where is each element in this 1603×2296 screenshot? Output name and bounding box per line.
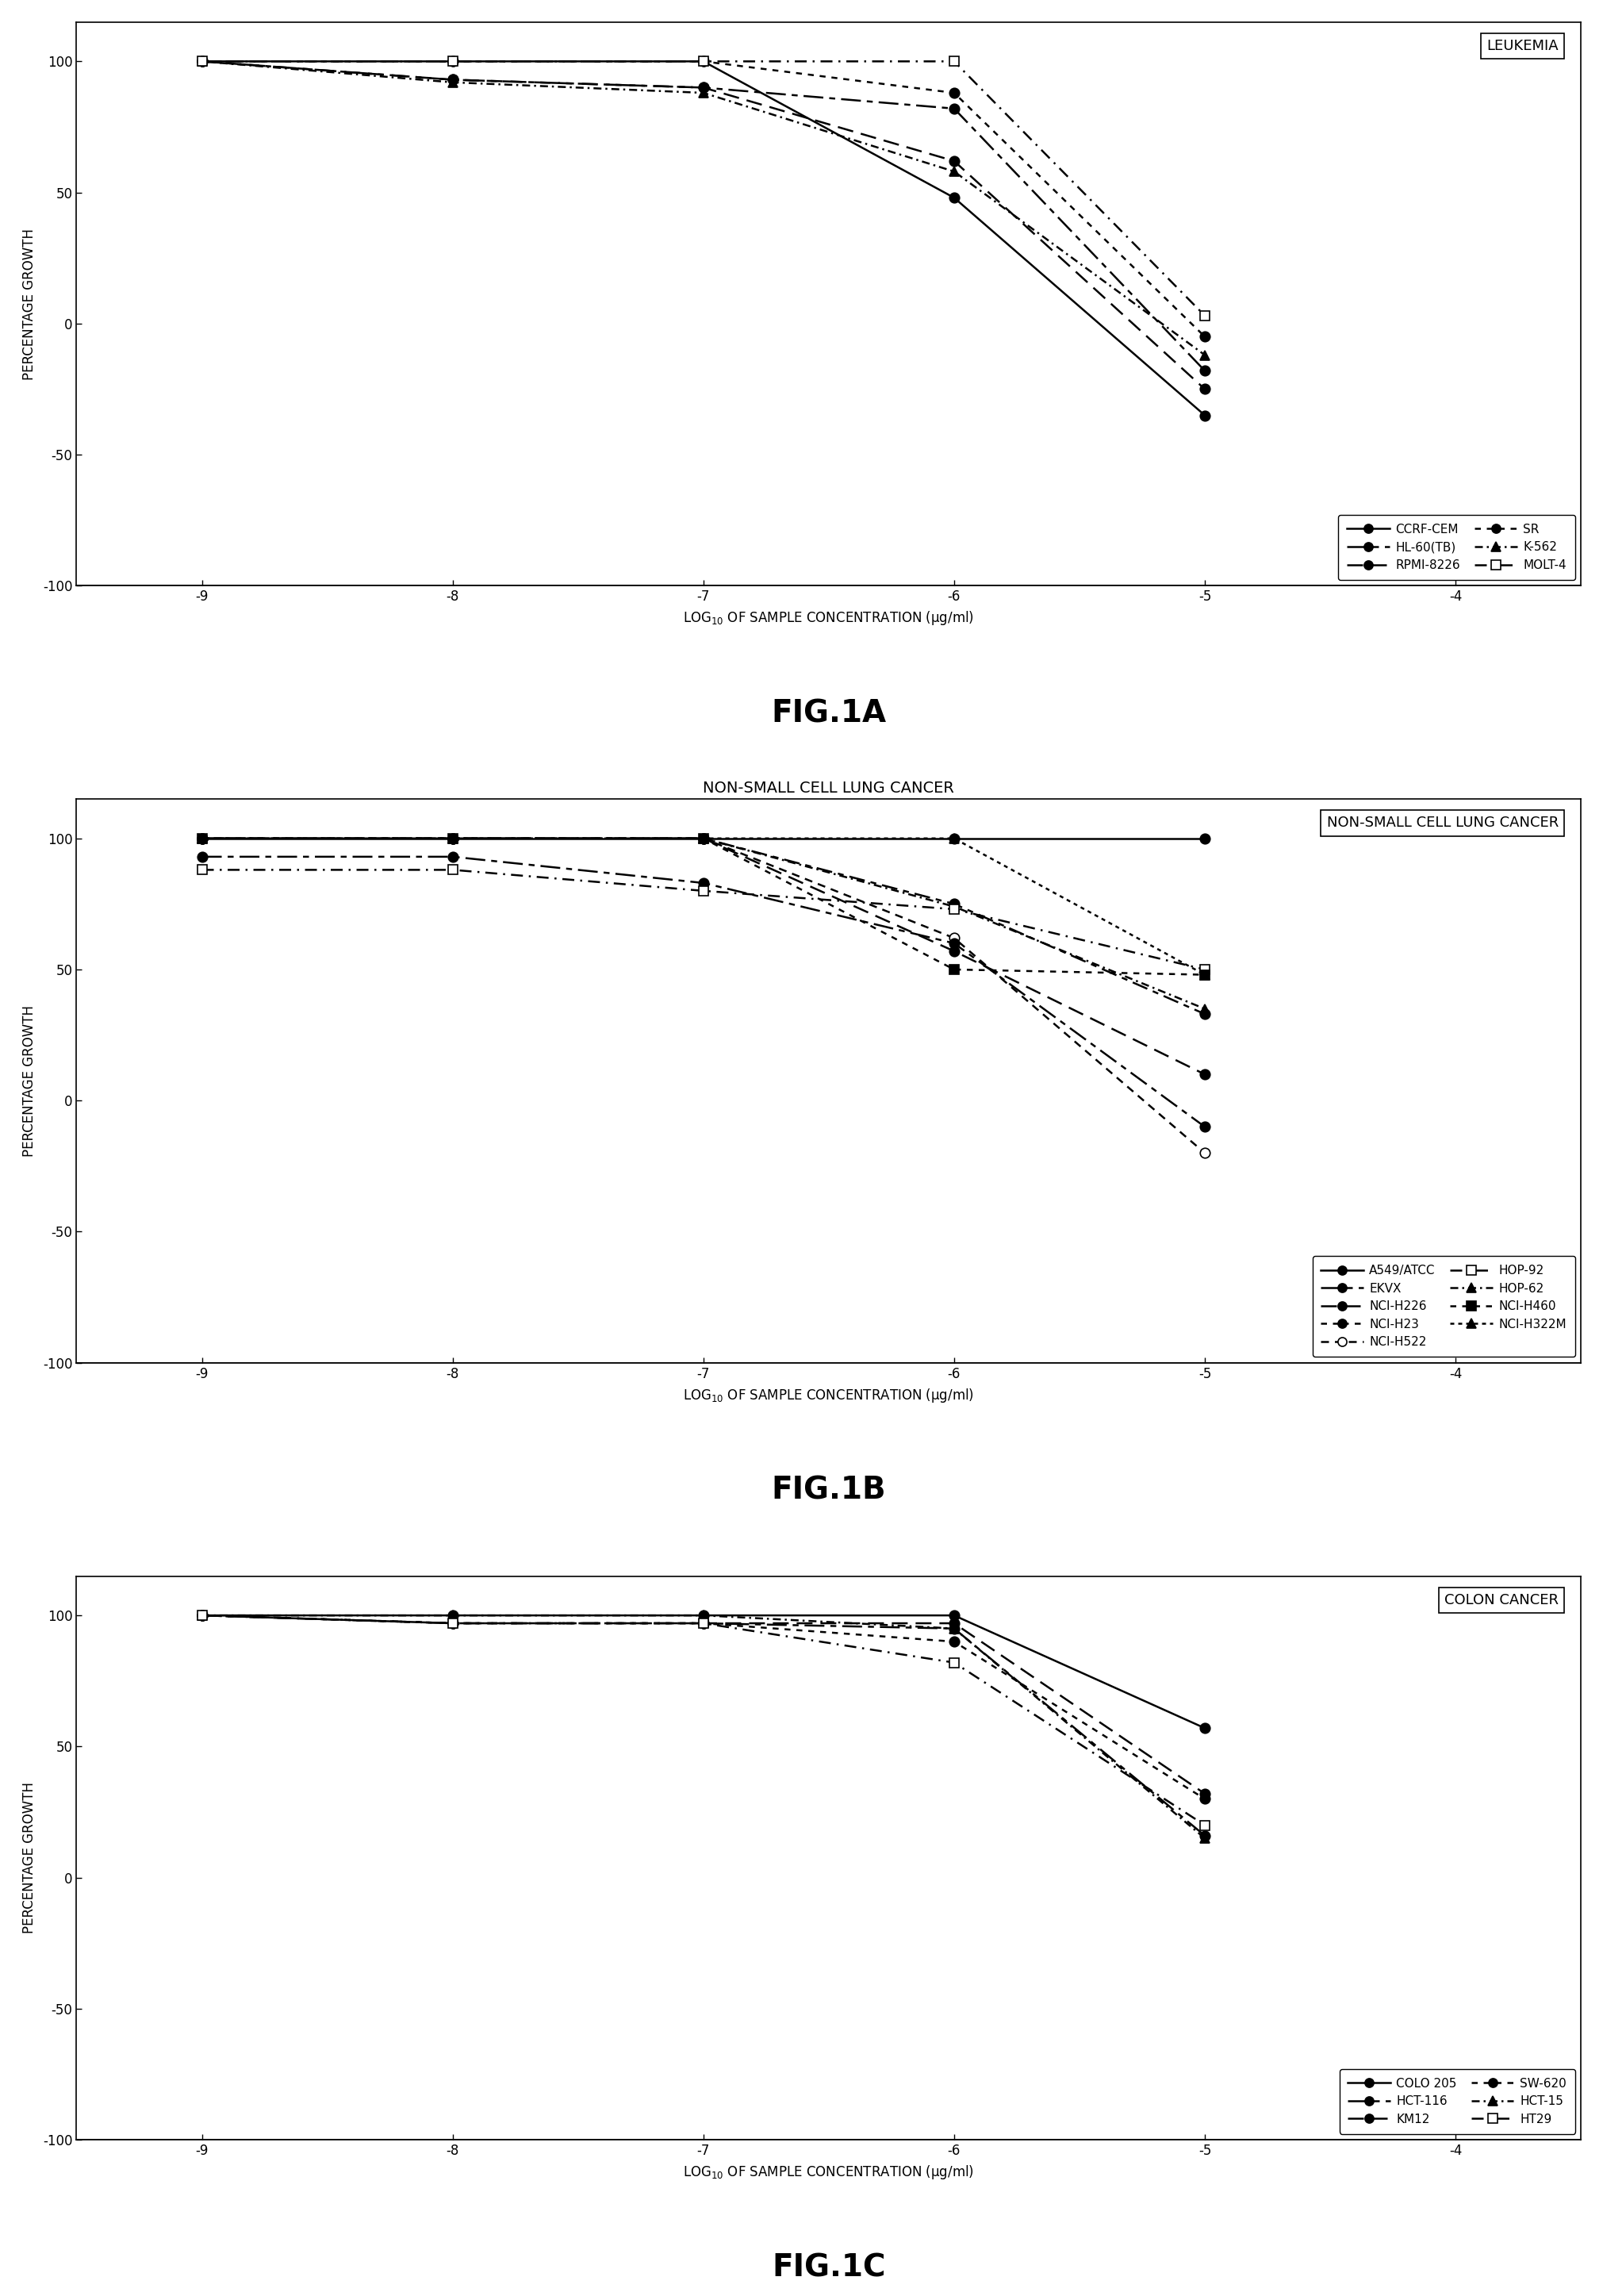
Text: LEUKEMIA: LEUKEMIA [1486, 39, 1558, 53]
Text: COLON CANCER: COLON CANCER [1444, 1593, 1558, 1607]
Legend: A549/ATCC, EKVX, NCI-H226, NCI-H23, NCI-H522, HOP-92, HOP-62, NCI-H460, NCI-H322: A549/ATCC, EKVX, NCI-H226, NCI-H23, NCI-… [1313, 1256, 1574, 1357]
Text: FIG.1B: FIG.1B [771, 1476, 886, 1506]
Y-axis label: PERCENTAGE GROWTH: PERCENTAGE GROWTH [22, 227, 37, 379]
Text: FIG.1A: FIG.1A [771, 698, 886, 728]
X-axis label: LOG$_{10}$ OF SAMPLE CONCENTRATION (μg/ml): LOG$_{10}$ OF SAMPLE CONCENTRATION (μg/m… [683, 2163, 975, 2181]
Text: FIG.1C: FIG.1C [771, 2252, 885, 2282]
X-axis label: LOG$_{10}$ OF SAMPLE CONCENTRATION (μg/ml): LOG$_{10}$ OF SAMPLE CONCENTRATION (μg/m… [683, 1387, 975, 1403]
Y-axis label: PERCENTAGE GROWTH: PERCENTAGE GROWTH [22, 1006, 37, 1157]
Legend: COLO 205, HCT-116, KM12, SW-620, HCT-15, HT29: COLO 205, HCT-116, KM12, SW-620, HCT-15,… [1339, 2069, 1574, 2133]
Title: NON-SMALL CELL LUNG CANCER: NON-SMALL CELL LUNG CANCER [704, 781, 954, 797]
Text: NON-SMALL CELL LUNG CANCER: NON-SMALL CELL LUNG CANCER [1327, 815, 1558, 831]
Legend: CCRF-CEM, HL-60(TB), RPMI-8226, SR, K-562, MOLT-4: CCRF-CEM, HL-60(TB), RPMI-8226, SR, K-56… [1339, 514, 1574, 579]
Y-axis label: PERCENTAGE GROWTH: PERCENTAGE GROWTH [22, 1782, 37, 1933]
X-axis label: LOG$_{10}$ OF SAMPLE CONCENTRATION (μg/ml): LOG$_{10}$ OF SAMPLE CONCENTRATION (μg/m… [683, 608, 975, 627]
